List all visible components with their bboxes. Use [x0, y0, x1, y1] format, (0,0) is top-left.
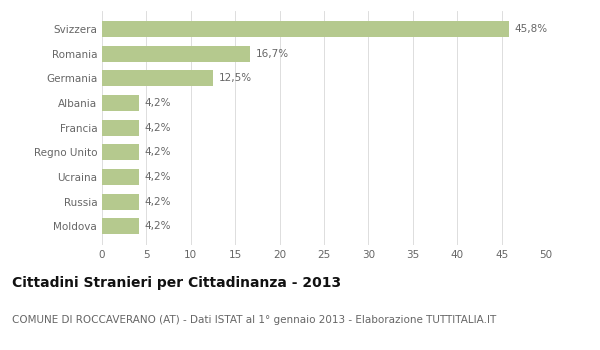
Text: 45,8%: 45,8%	[514, 24, 547, 34]
Bar	[102, 169, 139, 185]
Text: Cittadini Stranieri per Cittadinanza - 2013: Cittadini Stranieri per Cittadinanza - 2…	[12, 276, 341, 290]
Bar	[102, 70, 213, 86]
Bar	[102, 218, 139, 235]
Text: 4,2%: 4,2%	[145, 123, 171, 133]
Bar	[102, 120, 139, 136]
Text: 4,2%: 4,2%	[145, 98, 171, 108]
Bar	[102, 145, 139, 160]
Text: 4,2%: 4,2%	[145, 147, 171, 158]
Text: 4,2%: 4,2%	[145, 221, 171, 231]
Text: COMUNE DI ROCCAVERANO (AT) - Dati ISTAT al 1° gennaio 2013 - Elaborazione TUTTIT: COMUNE DI ROCCAVERANO (AT) - Dati ISTAT …	[12, 315, 496, 325]
Bar	[102, 95, 139, 111]
Bar	[102, 21, 509, 37]
Bar	[102, 46, 250, 62]
Text: 4,2%: 4,2%	[145, 172, 171, 182]
Text: 12,5%: 12,5%	[218, 74, 251, 83]
Text: 16,7%: 16,7%	[256, 49, 289, 59]
Bar	[102, 194, 139, 210]
Text: 4,2%: 4,2%	[145, 197, 171, 207]
